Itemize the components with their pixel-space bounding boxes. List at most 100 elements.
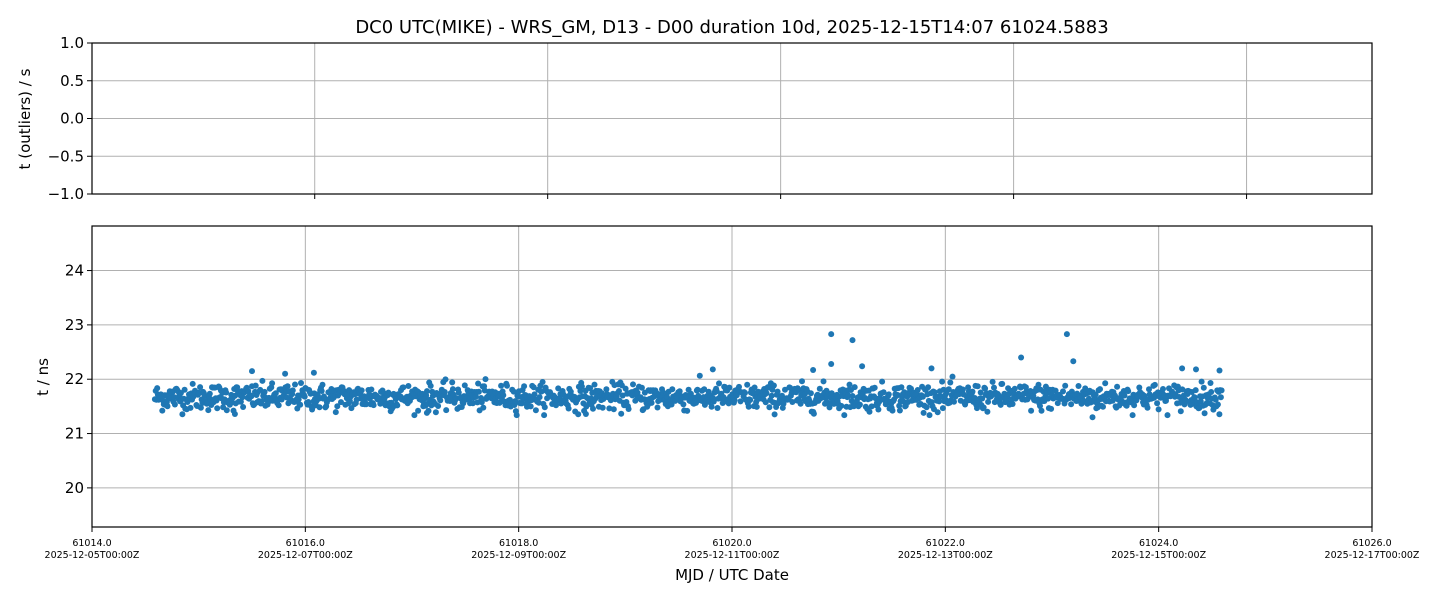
data-point (449, 379, 456, 386)
data-point (622, 385, 629, 392)
data-point (1179, 386, 1186, 393)
x-axis-label: MJD / UTC Date (675, 566, 789, 584)
data-point (947, 379, 954, 386)
data-point (820, 378, 827, 385)
data-point (1179, 365, 1186, 372)
data-point (731, 397, 738, 403)
data-point (1114, 383, 1121, 390)
data-point (248, 393, 255, 400)
data-point (997, 401, 1004, 408)
data-point (443, 407, 450, 414)
data-point (898, 384, 905, 391)
x-tick-label-date: 2025-12-13T00:00Z (898, 550, 993, 561)
data-point (974, 383, 981, 390)
data-point (240, 404, 247, 410)
x-tick-label-mjd: 61020.0 (712, 538, 751, 549)
data-point (363, 401, 370, 408)
x-tick-label-date: 2025-12-15T00:00Z (1111, 550, 1206, 561)
data-point (1216, 411, 1223, 418)
data-point (1063, 331, 1070, 338)
data-point (859, 363, 866, 370)
data-point (709, 366, 716, 373)
data-point (1038, 407, 1045, 414)
data-point (1129, 412, 1136, 419)
data-point (469, 400, 476, 407)
data-point (472, 393, 479, 400)
data-point (1125, 388, 1132, 395)
data-point (879, 378, 886, 385)
data-point (518, 400, 525, 407)
data-point (654, 404, 661, 411)
data-point (500, 392, 507, 399)
data-point (737, 398, 744, 405)
data-point (368, 386, 375, 393)
data-point (768, 392, 775, 399)
data-point (541, 412, 548, 419)
data-point (603, 386, 610, 393)
data-point (951, 398, 957, 405)
data-point (849, 337, 856, 344)
data-point (747, 397, 754, 403)
data-point (1009, 401, 1016, 407)
data-point (845, 392, 851, 399)
data-point (231, 411, 238, 417)
data-point (539, 379, 546, 385)
data-point (385, 389, 392, 396)
data-point (1070, 358, 1077, 365)
data-point (556, 395, 563, 402)
top-y-tick-label: 0.5 (60, 72, 84, 90)
data-point (295, 396, 302, 403)
data-point (205, 407, 212, 414)
data-point (1177, 408, 1184, 415)
data-point (275, 402, 282, 409)
y-tick-label: 21 (65, 425, 84, 443)
data-point (1060, 388, 1066, 395)
data-point (535, 399, 542, 406)
data-point (939, 378, 946, 385)
data-point (305, 399, 312, 405)
data-point (1035, 381, 1042, 388)
data-point (498, 382, 505, 389)
data-point (638, 384, 645, 391)
data-point (289, 387, 296, 394)
data-point (269, 380, 276, 387)
data-point (1144, 404, 1151, 411)
x-tick-label-mjd: 61018.0 (499, 538, 538, 549)
data-point (856, 401, 863, 408)
data-point (982, 385, 989, 392)
y-tick-label: 20 (65, 479, 84, 497)
data-point (1123, 402, 1130, 409)
data-point (726, 384, 733, 391)
data-point (206, 390, 213, 397)
data-point (959, 386, 966, 393)
data-point (1216, 367, 1223, 374)
x-tick-label-mjd: 61022.0 (926, 538, 965, 549)
data-point (424, 388, 430, 395)
data-point (985, 398, 992, 405)
x-tick-label-date: 2025-12-09T00:00Z (471, 550, 566, 561)
data-point (590, 405, 596, 412)
data-point (555, 385, 562, 392)
top-y-tick-label: 0.0 (60, 110, 84, 128)
data-point (1136, 384, 1143, 391)
data-point (521, 383, 528, 390)
data-point (872, 395, 879, 402)
data-point (694, 386, 701, 393)
data-point (980, 404, 987, 411)
data-point (669, 386, 676, 393)
data-point (828, 361, 835, 367)
data-point (816, 385, 823, 392)
data-point (301, 393, 308, 400)
data-point (928, 365, 935, 372)
data-point (714, 405, 721, 411)
data-point (565, 405, 572, 412)
data-point (1192, 387, 1199, 394)
data-point (919, 393, 926, 400)
data-point (591, 381, 598, 388)
data-point (736, 383, 742, 390)
data-point (984, 408, 991, 415)
data-point (1218, 387, 1225, 394)
data-point (866, 408, 873, 415)
data-point (1018, 354, 1025, 361)
